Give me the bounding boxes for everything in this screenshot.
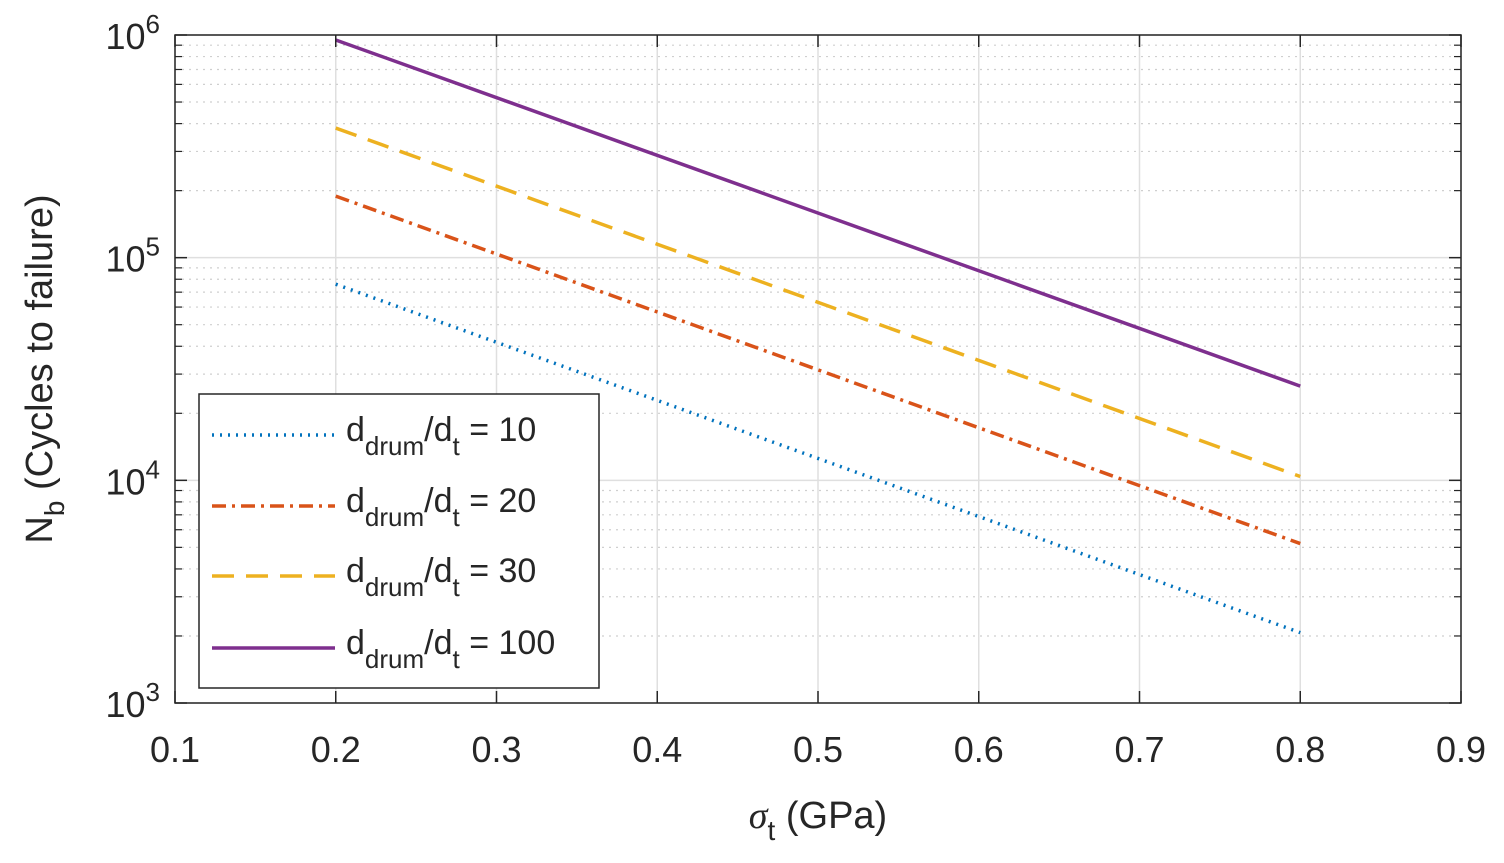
y-tick-label: 106 bbox=[105, 9, 160, 57]
y-axis-label: Nb (Cycles to failure) bbox=[19, 194, 70, 543]
series-lines bbox=[335, 38, 1301, 635]
x-tick-label: 0.6 bbox=[954, 729, 1004, 770]
series-line bbox=[335, 282, 1301, 635]
legend-box bbox=[198, 393, 600, 689]
series-line bbox=[335, 38, 1301, 388]
legend-label: ddrum/dt = 10 bbox=[346, 411, 536, 461]
y-tick-label: 104 bbox=[105, 454, 160, 502]
x-tick-label: 0.5 bbox=[793, 729, 843, 770]
x-tick-label: 0.4 bbox=[632, 729, 682, 770]
x-tick-label: 0.7 bbox=[1114, 729, 1164, 770]
legend-label: ddrum/dt = 30 bbox=[346, 552, 536, 602]
x-axis-label: σt (GPa) bbox=[749, 795, 887, 846]
x-tick-label: 0.3 bbox=[471, 729, 521, 770]
legend-label: ddrum/dt = 20 bbox=[346, 482, 536, 532]
series-line bbox=[335, 126, 1301, 479]
y-tick-label: 105 bbox=[105, 232, 160, 280]
series-line bbox=[335, 194, 1301, 546]
x-tick-label: 0.8 bbox=[1275, 729, 1325, 770]
legend-label: ddrum/dt = 100 bbox=[346, 624, 555, 674]
ticks: 0.1 0.2 0.3 0.4 0.5 0.6 0.7 0.8 0.9 103 104 105 106 bbox=[105, 9, 1486, 770]
y-tick-label: 103 bbox=[105, 677, 160, 725]
x-tick-label: 0.9 bbox=[1436, 729, 1486, 770]
x-tick-label: 0.1 bbox=[150, 729, 200, 770]
legend: ddrum/dt = 10 ddrum/dt = 20 ddrum/dt = 30 d… bbox=[198, 393, 600, 689]
x-tick-label: 0.2 bbox=[311, 729, 361, 770]
